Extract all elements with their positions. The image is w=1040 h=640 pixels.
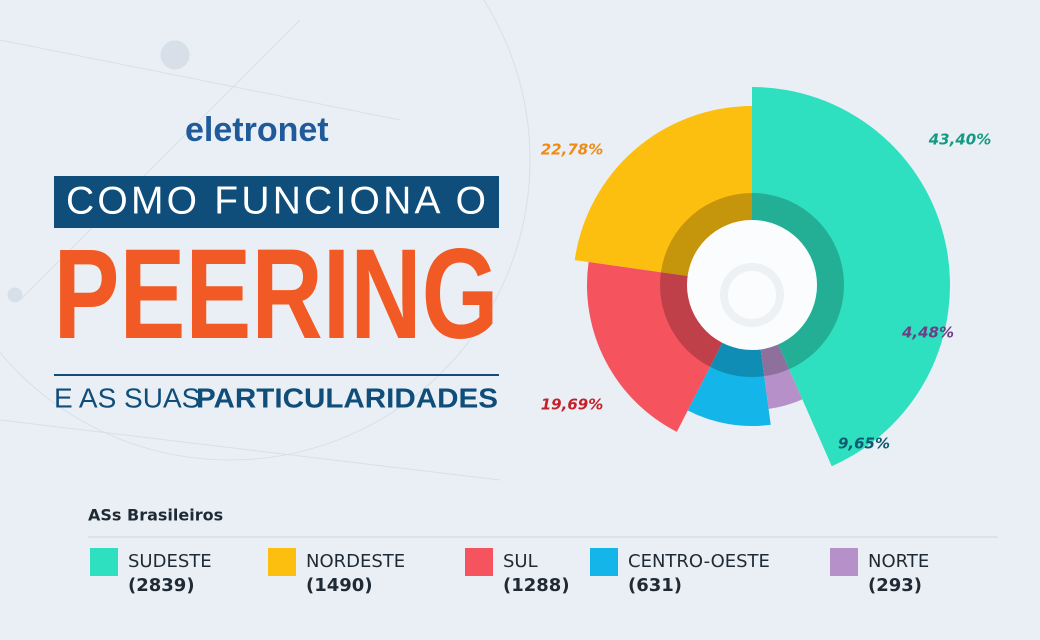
legend-swatch <box>268 548 296 576</box>
pie-slice <box>752 87 950 467</box>
inner-ring <box>760 344 790 377</box>
legend-swatch <box>830 548 858 576</box>
legend-label: SUDESTE <box>128 551 212 572</box>
inner-ring <box>660 272 723 367</box>
legend-label: NORDESTE <box>306 551 405 572</box>
title-line1: COMO FUNCIONA O <box>66 179 486 222</box>
legend-label: NORTE <box>868 551 929 572</box>
value-label: 22,78% <box>541 141 603 159</box>
logo: eletronet <box>185 111 329 149</box>
title-line3-bold: PARTICULARIDADES <box>196 382 498 413</box>
value-label: 19,69% <box>541 396 603 414</box>
value-label: 4,48% <box>901 324 954 342</box>
legend-count: (293) <box>868 575 922 596</box>
network-decoration <box>0 0 531 481</box>
legend-count: (1490) <box>306 575 373 596</box>
legend-count: (631) <box>628 575 682 596</box>
legend-swatch <box>90 548 118 576</box>
legend-count: (1288) <box>503 575 570 596</box>
legend-swatch <box>465 548 493 576</box>
value-label: 43,40% <box>928 131 991 149</box>
inner-ring <box>752 193 844 370</box>
legend-swatch <box>590 548 618 576</box>
title-main: PEERING <box>54 223 499 366</box>
legend-label: SUL <box>503 551 538 572</box>
center-icon <box>720 263 784 327</box>
pie-chart: 43,40% 22,78% 19,69% 9,65% 4,48% <box>541 87 991 467</box>
legend-label: CENTRO-OESTE <box>628 551 770 572</box>
title-line3-light: E AS SUAS <box>54 382 200 413</box>
inner-ring <box>710 342 765 377</box>
legend-title: ASs Brasileiros <box>88 506 223 525</box>
center-hole <box>687 220 817 350</box>
legend-count: (2839) <box>128 575 195 596</box>
value-label: 9,65% <box>838 435 890 453</box>
title-box <box>54 176 499 228</box>
legend: SUDESTE (2839) NORDESTE (1490) SUL (1288) CENT… <box>90 548 929 596</box>
inner-ring <box>660 193 752 276</box>
